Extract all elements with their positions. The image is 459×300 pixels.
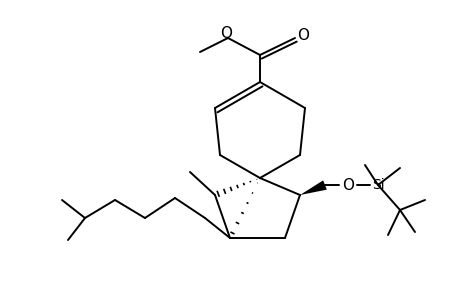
Polygon shape bbox=[299, 180, 326, 195]
Text: Si: Si bbox=[371, 178, 383, 192]
Text: O: O bbox=[341, 178, 353, 193]
Text: O: O bbox=[219, 26, 231, 41]
Text: O: O bbox=[297, 28, 308, 43]
